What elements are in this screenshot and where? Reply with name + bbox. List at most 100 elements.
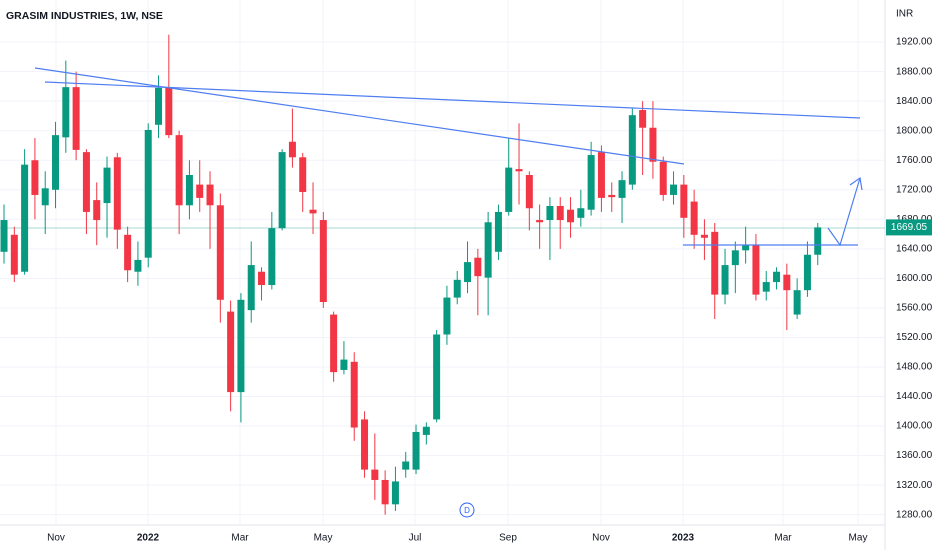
candle-body bbox=[659, 161, 667, 195]
candle-body bbox=[361, 419, 369, 470]
candle-body bbox=[41, 188, 49, 206]
candle-body bbox=[721, 265, 729, 295]
candle-body bbox=[10, 234, 18, 275]
candle-body bbox=[433, 334, 441, 420]
candle-body bbox=[752, 245, 760, 295]
y-tick-label: 1280.00 bbox=[896, 509, 932, 520]
candle-body bbox=[783, 274, 791, 291]
candle-body bbox=[72, 87, 80, 150]
y-tick-label: 1640.00 bbox=[896, 243, 932, 254]
candle-body bbox=[391, 481, 399, 505]
y-tick-label: 1440.00 bbox=[896, 391, 932, 402]
candle-body bbox=[474, 257, 482, 277]
candle-body bbox=[556, 206, 564, 221]
candle-body bbox=[587, 155, 595, 210]
candle-body bbox=[309, 209, 317, 214]
x-tick-label: Jul bbox=[409, 533, 422, 544]
candle-body bbox=[237, 299, 245, 393]
candle-body bbox=[597, 152, 605, 198]
candle-body bbox=[371, 469, 379, 480]
candle-body bbox=[31, 160, 39, 195]
candle-body bbox=[567, 209, 575, 223]
candle-body bbox=[711, 231, 719, 295]
y-tick-label: 1400.00 bbox=[896, 421, 932, 432]
y-tick-label: 1560.00 bbox=[896, 303, 932, 314]
candle-body bbox=[62, 87, 70, 138]
candle-body bbox=[762, 282, 770, 292]
candle-body bbox=[525, 175, 533, 209]
candle-body bbox=[402, 461, 410, 470]
candle-body bbox=[700, 234, 708, 238]
candle-body bbox=[165, 87, 173, 136]
candle-body bbox=[340, 359, 348, 370]
candle-body bbox=[0, 220, 8, 252]
grid bbox=[0, 0, 885, 525]
axes: 1280.00 1320.00 1360.00 1400.00 1440.00 1480.… bbox=[47, 37, 932, 544]
x-tick-label: May bbox=[314, 533, 333, 544]
candle-body bbox=[52, 135, 60, 190]
event-marker-label: D bbox=[464, 506, 470, 515]
candle-body bbox=[299, 157, 307, 192]
x-tick-label: May bbox=[849, 533, 868, 544]
candle-body bbox=[742, 245, 750, 251]
candle-body bbox=[319, 220, 327, 303]
y-tick-label: 1360.00 bbox=[896, 450, 932, 461]
candle-body bbox=[577, 208, 585, 218]
x-tick-label: Mar bbox=[774, 533, 792, 544]
candle-body bbox=[536, 220, 544, 223]
y-tick-label: 1880.00 bbox=[896, 66, 932, 77]
x-tick-label: Sep bbox=[499, 533, 517, 544]
candle-body bbox=[196, 184, 204, 198]
drawings bbox=[34, 67, 863, 247]
candle-body bbox=[206, 184, 214, 206]
price-label: 1669.05 bbox=[891, 222, 928, 233]
y-tick-label: 1760.00 bbox=[896, 155, 932, 166]
candle-body bbox=[258, 271, 266, 286]
candle-body bbox=[381, 479, 389, 505]
y-tick-label: 1600.00 bbox=[896, 273, 932, 284]
x-tick-label: Nov bbox=[592, 533, 610, 544]
y-tick-label: 1800.00 bbox=[896, 125, 932, 136]
candle-body bbox=[494, 211, 502, 252]
arrow-head bbox=[849, 176, 863, 191]
candle-body bbox=[773, 271, 781, 283]
candle-body bbox=[216, 205, 224, 300]
candle-body bbox=[288, 141, 296, 158]
candle-body bbox=[803, 254, 811, 291]
x-tick-label: 2023 bbox=[672, 533, 695, 544]
y-tick-label: 1840.00 bbox=[896, 96, 932, 107]
candle-body bbox=[608, 194, 616, 198]
candle-body bbox=[793, 290, 801, 315]
candle-body bbox=[103, 167, 111, 204]
candle-body bbox=[134, 259, 142, 272]
candle-body bbox=[731, 250, 739, 266]
candle-body bbox=[639, 110, 647, 128]
event-marker[interactable] bbox=[459, 502, 475, 518]
candle-body bbox=[464, 262, 472, 283]
candle-body bbox=[227, 311, 235, 393]
x-tick-label: Mar bbox=[231, 533, 249, 544]
candle-body bbox=[515, 169, 523, 172]
candle-body bbox=[412, 431, 420, 470]
candle-body bbox=[268, 228, 276, 286]
y-tick-label: 1480.00 bbox=[896, 362, 932, 373]
candle-body bbox=[670, 184, 678, 195]
candle-body bbox=[21, 164, 29, 272]
candle-body bbox=[185, 175, 193, 206]
candle-body bbox=[505, 167, 513, 212]
candle-body bbox=[113, 157, 121, 230]
chart-title: GRASIM INDUSTRIES, 1W, NSE bbox=[6, 10, 163, 22]
candle-body bbox=[453, 279, 461, 298]
candle-body bbox=[124, 234, 132, 271]
y-tick-label: 1320.00 bbox=[896, 480, 932, 491]
candle-body bbox=[144, 129, 152, 258]
candle-body bbox=[618, 180, 626, 198]
candle-body bbox=[680, 184, 688, 218]
projection-arrow bbox=[827, 177, 861, 247]
trend-line bbox=[34, 67, 685, 165]
candle-body bbox=[155, 87, 163, 125]
candle-body bbox=[443, 297, 451, 335]
x-tick-label: 2022 bbox=[137, 533, 160, 544]
x-tick-label: Nov bbox=[47, 533, 65, 544]
candle-body bbox=[330, 314, 338, 373]
